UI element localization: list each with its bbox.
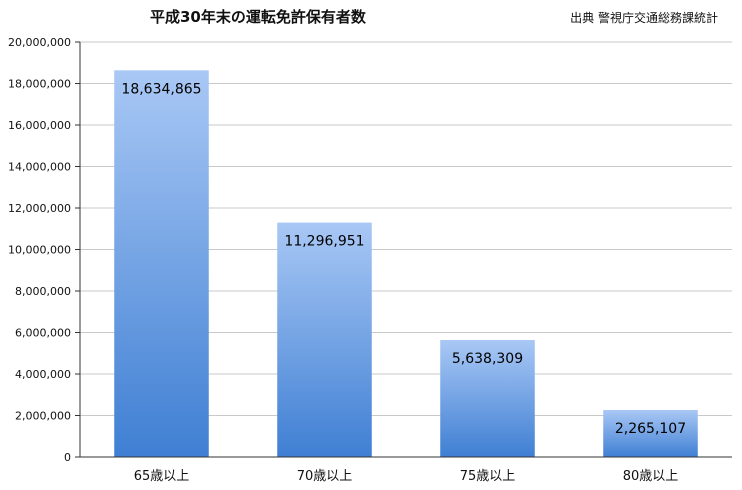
data-label: 11,296,951 xyxy=(284,234,364,250)
y-tick-label: 18,000,000 xyxy=(8,78,71,91)
data-label: 5,638,309 xyxy=(452,351,523,367)
bars: 18,634,865 11,296,951 5,638,309 2,265,107 xyxy=(114,70,698,458)
x-tick-label: 75歳以上 xyxy=(460,469,516,484)
y-tick-label: 10,000,000 xyxy=(8,244,71,257)
y-axis: 0 2,000,000 4,000,000 6,000,000 8,000,000 10,… xyxy=(8,36,81,464)
y-tick-label: 12,000,000 xyxy=(8,202,71,215)
y-tick-label: 2,000,000 xyxy=(15,410,71,423)
bar xyxy=(440,340,535,457)
y-tick-label: 6,000,000 xyxy=(15,327,71,340)
y-tick-label: 0 xyxy=(64,451,71,464)
y-tick-label: 16,000,000 xyxy=(8,119,71,132)
x-tick-label: 70歳以上 xyxy=(297,469,353,484)
y-tick-label: 14,000,000 xyxy=(8,161,71,174)
chart-title: 平成30年末の運転免許保有者数 xyxy=(150,8,366,26)
x-tick-label: 80歳以上 xyxy=(623,469,679,484)
x-tick-label: 65歳以上 xyxy=(134,469,190,484)
bar xyxy=(603,409,698,457)
bar xyxy=(114,70,209,458)
data-label: 2,265,107 xyxy=(615,421,686,437)
y-tick-label: 20,000,000 xyxy=(8,36,71,49)
source-note: 出典 警視庁交通総務課統計 xyxy=(570,11,718,25)
bar xyxy=(277,222,372,457)
y-tick-label: 8,000,000 xyxy=(15,285,71,298)
y-tick-label: 4,000,000 xyxy=(15,368,71,381)
x-axis: 65歳以上 70歳以上 75歳以上 80歳以上 xyxy=(80,456,732,484)
data-label: 18,634,865 xyxy=(121,81,201,97)
